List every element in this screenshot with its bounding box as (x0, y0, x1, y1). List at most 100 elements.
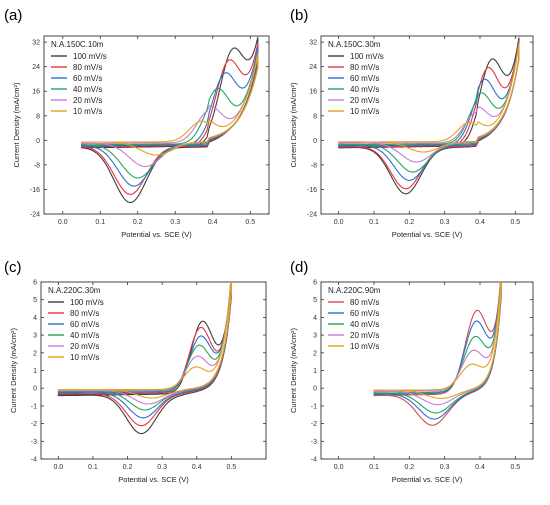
x-tick-label: 0.1 (88, 464, 98, 471)
x-axis-title: Potential vs. SCE (V) (121, 230, 192, 239)
y-tick-label: 2 (313, 350, 317, 357)
y-axis-title: Current Density (mA/cm²) (289, 327, 298, 413)
x-axis-title: Potential vs. SCE (V) (392, 475, 463, 484)
x-tick-label: 0.1 (369, 219, 379, 226)
series-curves (338, 37, 520, 195)
y-tick-label: 1 (33, 368, 37, 375)
y-tick-label: 0 (313, 386, 317, 393)
y-axis-title: Current Density (mA/cm²) (12, 82, 21, 168)
legend-label: 60 mV/s (73, 74, 102, 83)
x-tick-label: 0.0 (58, 219, 68, 226)
x-tick-label: 0.2 (404, 219, 414, 226)
x-tick-label: 0.2 (123, 464, 133, 471)
y-tick-label: 8 (36, 113, 40, 120)
x-tick-label: 0.3 (170, 219, 180, 226)
legend-label: 80 mV/s (350, 298, 379, 307)
chart-panel-a: (a) 0.0 0.1 0.2 0.3 0.4 0.5 -24 -16 -8 0 8 16 24 32 Pot… (4, 7, 270, 239)
legend-label: 80 mV/s (73, 63, 102, 72)
y-tick-label: -24 (30, 212, 40, 219)
plot-frame (320, 35, 534, 215)
y-tick-label: 2 (33, 350, 37, 357)
legend-label: 100 mV/s (73, 52, 107, 61)
panel-letter: (b) (290, 7, 308, 24)
y-tick-label: -4 (31, 457, 37, 464)
y-tick-label: 3 (313, 333, 317, 340)
y-tick-label: -16 (30, 187, 40, 194)
panel-letter: (c) (4, 259, 22, 276)
y-tick-label: -8 (34, 162, 40, 169)
panel-letter: (d) (290, 259, 308, 276)
x-tick-label: 0.4 (475, 464, 485, 471)
y-tick-label: 6 (313, 280, 317, 287)
y-tick-label: -2 (31, 421, 37, 428)
x-tick-label: 0.0 (53, 464, 63, 471)
y-tick-label: 32 (32, 40, 40, 47)
legend-label: 20 mV/s (350, 96, 379, 105)
x-tick-label: 0.0 (334, 464, 344, 471)
y-tick-label: -1 (311, 403, 317, 410)
series-line-40-mv-s (80, 50, 259, 179)
x-tick-label: 0.1 (369, 464, 379, 471)
y-tick-label: -3 (311, 439, 317, 446)
panel-letter: (a) (4, 7, 22, 24)
series-line-100-mv-s (80, 36, 259, 204)
x-tick-label: 0.2 (133, 219, 143, 226)
y-tick-label: 4 (33, 315, 37, 322)
legend-label: 60 mV/s (350, 74, 379, 83)
y-tick-label: -16 (307, 187, 317, 194)
x-tick-label: 0.4 (192, 464, 202, 471)
y-tick-label: -4 (311, 457, 317, 464)
legend-label: 20 mV/s (73, 96, 102, 105)
y-tick-label: 6 (33, 280, 37, 287)
legend-label: 10 mV/s (350, 342, 379, 351)
y-tick-label: 3 (33, 333, 37, 340)
series-line-10-mv-s (373, 282, 502, 400)
sample-label: N.A.150C.10m (51, 40, 104, 49)
plot-frame (43, 35, 270, 215)
y-axis-title: Current Density (mA/cm²) (9, 327, 18, 413)
y-axis-title: Current Density (mA/cm²) (289, 82, 298, 168)
x-tick-label: 0.2 (404, 464, 414, 471)
y-tick-label: -3 (31, 439, 37, 446)
y-tick-label: 8 (313, 113, 317, 120)
x-tick-label: 0.1 (95, 219, 105, 226)
x-axis-title: Potential vs. SCE (V) (392, 230, 463, 239)
legend-label: 100 mV/s (350, 52, 384, 61)
chart-panel-d: (d) 0.0 0.1 0.2 0.3 0.4 0.5 -4 -3 -2 -1 0 1 2 3 4 5 6 Pote… (289, 259, 534, 484)
legend-label: 100 mV/s (70, 298, 104, 307)
x-tick-label: 0.3 (157, 464, 167, 471)
y-tick-label: 4 (313, 315, 317, 322)
x-tick-label: 0.4 (208, 219, 218, 226)
sample-label: N.A.220C.30m (48, 286, 101, 295)
legend-label: 40 mV/s (350, 320, 379, 329)
x-tick-label: 0.5 (245, 219, 255, 226)
y-tick-label: 32 (309, 40, 317, 47)
y-tick-label: -8 (311, 162, 317, 169)
legend-label: 10 mV/s (70, 353, 99, 362)
y-tick-label: 5 (313, 297, 317, 304)
sample-label: N.A.150C.30m (328, 40, 381, 49)
y-tick-label: 16 (32, 89, 40, 96)
y-tick-label: 0 (313, 138, 317, 145)
y-tick-label: -1 (31, 403, 37, 410)
y-tick-label: 16 (309, 89, 317, 96)
chart-panel-c: (c) 0.0 0.1 0.2 0.3 0.4 0.5 -4 -3 -2 -1 0 1 2 3 4 5 6 Pote… (4, 259, 267, 484)
x-tick-label: 0.5 (510, 464, 520, 471)
y-tick-label: 24 (309, 64, 317, 71)
series-line-10-mv-s (338, 44, 520, 153)
series-curves (373, 282, 502, 426)
legend-label: 10 mV/s (350, 107, 379, 116)
series-curves (80, 36, 259, 204)
series-line-10-mv-s (57, 282, 232, 399)
y-tick-label: -2 (311, 421, 317, 428)
chart-panel-b: (b) 0.0 0.1 0.2 0.3 0.4 0.5 -24 -16 -8 0 8 16 24 32 Pot… (289, 7, 534, 239)
legend-label: 10 mV/s (73, 107, 102, 116)
legend-label: 20 mV/s (350, 331, 379, 340)
x-tick-label: 0.3 (440, 219, 450, 226)
legend-label: 40 mV/s (70, 331, 99, 340)
x-tick-label: 0.3 (440, 464, 450, 471)
series-line-10-mv-s (80, 55, 259, 156)
legend-label: 40 mV/s (73, 85, 102, 94)
y-tick-label: -24 (307, 212, 317, 219)
